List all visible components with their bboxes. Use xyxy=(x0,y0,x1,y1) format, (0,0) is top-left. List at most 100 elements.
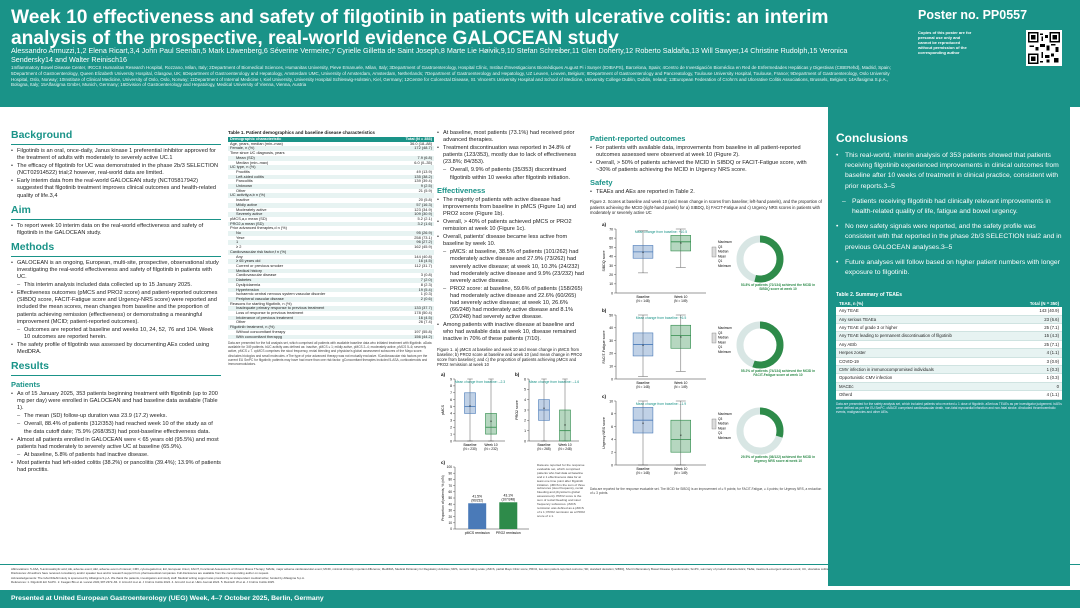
mean-marker: × xyxy=(490,419,493,424)
y-tick-label: 0 xyxy=(524,440,526,444)
row-value: 5.2 (2.1) xyxy=(417,215,433,221)
legend-entry: Median xyxy=(718,336,729,340)
row-label: Pancolitis xyxy=(236,178,253,184)
y-axis-label: Urgency NRS score xyxy=(602,417,606,449)
y-tick-label: 6 xyxy=(611,425,613,429)
table2-header-event: TEAE, n (%) xyxy=(836,300,1011,308)
table-row: Left-sided colitis 135 (38.2) xyxy=(228,174,434,180)
row-value: 162 (45.9) xyxy=(414,244,432,250)
table-row: Peripheral vascular disease 2 (0.6) xyxy=(228,296,434,302)
bullet-point: The efficacy of filgotinib for UC was de… xyxy=(11,163,221,177)
box xyxy=(670,419,692,453)
row-label: CMV infection in immunocompromised indiv… xyxy=(836,365,1011,375)
presented-at: Presented at United European Gastroenter… xyxy=(11,595,324,602)
row-label: Age, years, median (min–max) xyxy=(230,140,283,146)
table-row: UC type, n (%) xyxy=(228,165,434,170)
bullet-point: Almost all patients enrolled in GALOCEAN… xyxy=(11,437,221,451)
y-tick-label: 0 xyxy=(611,377,613,381)
row-label: pMCS,a,c mean (SD) xyxy=(230,215,267,221)
y-tick-label: 4 xyxy=(611,438,613,442)
author-list: Alessandro Armuzzi,1,2 Elena Ricart,3,4 … xyxy=(11,46,848,64)
row-value: 16 (4.5) xyxy=(385,259,434,264)
row-label: Median (min–max) xyxy=(236,159,269,165)
table1-header-characteristic: Demographic characteristic xyxy=(228,136,386,142)
row-label: Any TEAE leading to permanent discontinu… xyxy=(836,331,1011,341)
y-axis-label: Proportion of patients, % (n/N) xyxy=(441,476,445,522)
table-row: PRO2,a mean (SD) 3.2 (1.6) xyxy=(228,221,434,227)
row-value xyxy=(385,249,434,255)
y-tick-label: 4 xyxy=(524,398,526,402)
background-list: Filgotinib is an oral, once-daily, Janus… xyxy=(11,148,221,200)
x-tick-n: (N = 248) xyxy=(558,447,571,451)
column-intro: Background Filgotinib is an oral, once-d… xyxy=(11,125,221,475)
mean-change-label: Mean change from baseline: +6.5 xyxy=(636,316,687,320)
y-tick-label: 9 xyxy=(450,378,452,382)
row-label: Cardiovascular risk factor,f n (%) xyxy=(228,249,386,255)
row-label: Any TEAE of grade 3 or higher xyxy=(836,323,1011,333)
table-row: No 95 (26.9) xyxy=(228,230,434,236)
row-value: 36.0 (18–88) xyxy=(409,140,432,146)
row-label: Any xyxy=(236,253,243,259)
bullet-point: Effectiveness outcomes (pMCS and PRO2 sc… xyxy=(11,290,221,325)
mcid-label-wrap: 53.8% of patients (72/134) achieved the … xyxy=(741,283,815,291)
table-row: Inactive 20 (5.8) xyxy=(228,197,434,203)
row-label: Prior advanced therapies,d n (%) xyxy=(230,225,287,231)
row-label: COVID-19 xyxy=(836,357,1011,367)
y-tick-label: 5 xyxy=(450,405,452,409)
row-value: 96 (27.2) xyxy=(385,240,434,246)
row-label: Inactive xyxy=(236,197,250,203)
conclusions-list: This real-world, interim analysis of 353… xyxy=(836,151,1062,278)
row-value: 1 (0.3) xyxy=(1010,365,1062,375)
row-value: 6.0 (0–35) xyxy=(414,159,432,165)
legend-entry: Minimum xyxy=(718,264,731,268)
poster-number: Poster no. PP0557 xyxy=(918,8,1028,22)
y-tick-label: 30 xyxy=(609,339,613,343)
table-row: Any AEIb 25 (7.1) xyxy=(836,340,1062,350)
table2-teae: TEAE, n (%) Total (N = 350) Any TEAE 143 … xyxy=(836,300,1062,400)
row-value: 178 (50.4) xyxy=(414,310,432,316)
table-row: Medical history xyxy=(228,268,434,274)
y-tick-label: 1 xyxy=(450,433,452,437)
legend-entry: Maximum xyxy=(718,412,732,416)
row-label: Diabetes xyxy=(228,277,386,283)
affiliations: 1Inflammatory Bowel Disease Center, IRCC… xyxy=(11,65,891,88)
row-value: 57 (16.3) xyxy=(385,202,434,208)
table-row: Female, n (%) 172 (48.7) xyxy=(228,146,434,152)
bullet-point: Future analyses will follow based on hig… xyxy=(836,258,1062,278)
y-tick-label: 6 xyxy=(450,398,452,402)
y-tick-label: 0 xyxy=(450,440,452,444)
x-tick-label: Week 10 xyxy=(674,381,687,385)
sub-bullet: PRO2 score: at baseline, 59.6% of patien… xyxy=(437,286,586,321)
table-row: Any 144 (40.8) xyxy=(228,253,434,260)
row-value: 109 (30.9) xyxy=(385,212,434,217)
sub-bullet: Patients receiving filgotinib had clinic… xyxy=(836,197,1062,217)
y-tick-label: 70 xyxy=(609,227,613,231)
table1-caption: Table 1. Patient demographics and baseli… xyxy=(228,130,375,135)
y-tick-label: 100 xyxy=(447,466,453,470)
footer-note: References: 1. Filgotinib EU SmPC. 2. Fe… xyxy=(11,580,275,585)
bullet-point: Filgotinib is an oral, once-daily, Janus… xyxy=(11,148,221,162)
figure1-caption: Figure 1. a) pMCS at baseline and week 1… xyxy=(437,346,583,368)
row-value: 1 (0.3) xyxy=(420,291,432,297)
y-tick-label: 6 xyxy=(524,378,526,382)
legend-entry: Median xyxy=(718,422,729,426)
row-label: No xyxy=(228,230,386,236)
legend-entry: Mean xyxy=(718,426,726,430)
legend-entry: Q1 xyxy=(718,259,722,263)
row-label: Other xyxy=(236,319,246,325)
sub-bullet: Overall, 88.4% of patients (312/353) had… xyxy=(11,421,221,435)
y-axis-label: pMCS xyxy=(441,405,445,416)
table-row: ≥ 2 162 (45.9) xyxy=(228,244,434,250)
table-row: Inadequate primary response to previous … xyxy=(228,306,434,312)
y-tick-label: 50 xyxy=(609,313,613,317)
bullet-point: Overall, > 50% of patients achieved the … xyxy=(590,160,822,174)
qr-code-icon[interactable] xyxy=(1026,30,1062,66)
legend-box-icon xyxy=(711,246,717,258)
divider xyxy=(11,255,221,257)
x-tick-label: Baseline xyxy=(537,443,550,447)
bullet-point: Overall, > 40% of patients achieved pMCS… xyxy=(437,219,586,233)
table-row: MACEc 0 xyxy=(836,382,1062,392)
mean-change-label: Mean change from baseline: –1.9 xyxy=(636,402,686,406)
table-row: Mean (SD) 7.9 (6.8) xyxy=(228,155,434,161)
bar xyxy=(499,502,518,530)
